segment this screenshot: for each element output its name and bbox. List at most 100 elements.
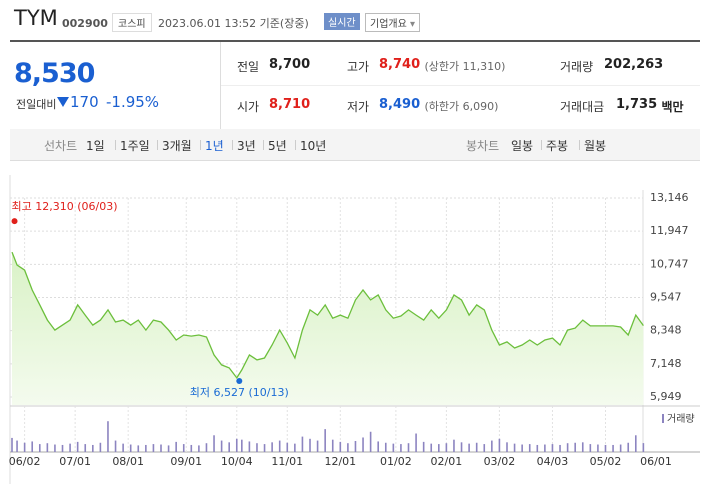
- period-tab[interactable]: 5년: [268, 139, 287, 153]
- volume-bar: [11, 437, 13, 452]
- volume-bar: [597, 444, 599, 452]
- change-label: 전일대비: [16, 98, 57, 111]
- volume-bar: [331, 439, 334, 452]
- stat-value: 1,735: [616, 97, 658, 112]
- volume-legend-swatch: [662, 414, 664, 423]
- volume-bar: [46, 443, 49, 452]
- volume-bar: [16, 440, 18, 452]
- change: 170: [70, 93, 99, 111]
- volume-bar: [324, 429, 326, 452]
- period-tab[interactable]: 1주일: [120, 139, 150, 153]
- volume-bar: [263, 444, 266, 452]
- x-tick-label: 07/01: [59, 455, 91, 468]
- tab-bar: 선차트 1일 1주일 3개월 1년 3년 5년 10년 봉차트 일봉 주봉 월봉: [10, 129, 700, 161]
- x-tick-label: 03/02: [484, 455, 516, 468]
- volume-bar: [76, 441, 79, 452]
- period-tab[interactable]: 10년: [300, 139, 327, 153]
- volume-bar: [506, 442, 508, 452]
- separator: [157, 140, 158, 150]
- candle-tab[interactable]: 월봉: [584, 139, 607, 153]
- x-tick-label: 01/02: [380, 455, 412, 468]
- volume-bar: [167, 445, 170, 452]
- x-tick-label: 10/04: [221, 455, 253, 468]
- volume-bar: [544, 444, 546, 452]
- x-tick-label: 12/01: [324, 455, 356, 468]
- volume-bar: [581, 442, 584, 452]
- volume-bar: [521, 444, 523, 452]
- volume-bar: [491, 440, 493, 452]
- stat-value: 202,263: [604, 57, 664, 72]
- volume-bar: [536, 444, 539, 452]
- period-tab[interactable]: 3년: [237, 139, 256, 153]
- volume-bar: [430, 443, 433, 452]
- volume-bar: [589, 444, 592, 452]
- stock-name: TYM: [14, 6, 58, 30]
- volume-bar: [634, 435, 637, 452]
- period-tab[interactable]: 1일: [86, 139, 105, 153]
- separator: [232, 140, 233, 150]
- volume-bar: [248, 441, 251, 452]
- volume-bar: [528, 444, 531, 452]
- stat-note: (상한가 11,310): [424, 60, 506, 73]
- annotation-label: 최고 12,310 (06/03): [12, 200, 118, 213]
- volume-bar: [468, 443, 470, 452]
- volume-bar: [198, 445, 200, 452]
- stat-label: 시가: [237, 100, 260, 114]
- y-tick-label: 8,348: [650, 324, 682, 337]
- x-tick-label: 09/01: [170, 455, 202, 468]
- stat-label: 고가: [347, 60, 370, 74]
- volume-bar: [190, 444, 193, 452]
- volume-bar: [61, 444, 64, 452]
- volume-bar: [23, 442, 26, 452]
- volume-bar: [38, 444, 41, 452]
- volume-bar: [235, 438, 238, 452]
- candle-tab[interactable]: 일봉: [511, 139, 534, 153]
- volume-bar: [619, 444, 622, 452]
- stock-code: 002900: [62, 17, 108, 30]
- volume-bar: [316, 440, 319, 452]
- volume-bar: [107, 421, 109, 452]
- annotation-dot: [236, 378, 243, 385]
- volume-bar: [228, 442, 230, 452]
- price-line: [11, 251, 644, 380]
- candle-tab[interactable]: 주봉: [546, 139, 569, 153]
- stat-value: 8,490: [379, 97, 421, 112]
- x-tick-label: 11/01: [271, 455, 303, 468]
- stat-label: 저가: [347, 100, 370, 114]
- volume-bar: [415, 433, 417, 452]
- volume-bar: [377, 441, 379, 452]
- period-tab[interactable]: 3개월: [162, 139, 192, 153]
- x-tick-label: 06/02: [9, 455, 41, 468]
- company-button[interactable]: 기업개요 ▾: [365, 13, 421, 32]
- y-tick-label: 13,146: [650, 191, 689, 204]
- volume-bar: [438, 444, 440, 452]
- volume-bar: [309, 438, 311, 452]
- volume-bar: [182, 444, 185, 452]
- volume-bar: [99, 442, 102, 452]
- volume-legend: 거래량: [667, 413, 695, 425]
- market-badge: 코스피: [112, 13, 152, 32]
- volume-bar: [339, 441, 342, 452]
- volume-bar: [294, 443, 296, 452]
- volume-bar: [241, 439, 243, 452]
- stat-value: 8,700: [269, 57, 311, 72]
- annotation-dot: [11, 218, 18, 225]
- separator: [200, 140, 201, 150]
- current-price: 8,530: [14, 58, 95, 89]
- volume-bar: [145, 444, 147, 452]
- volume-bar: [445, 443, 448, 452]
- realtime-button[interactable]: 실시간: [324, 13, 360, 30]
- volume-bar: [84, 444, 87, 452]
- volume-bar: [129, 444, 132, 452]
- timestamp: 2023.06.01 13:52 기준(장중): [158, 17, 309, 30]
- volume-bar: [559, 444, 561, 452]
- volume-bar: [407, 443, 410, 452]
- tab-label: 선차트: [44, 139, 78, 153]
- volume-bar: [354, 441, 357, 452]
- y-tick-label: 11,947: [650, 224, 689, 237]
- volume-bar: [122, 443, 124, 452]
- divider: [221, 85, 700, 86]
- volume-bar: [627, 442, 630, 452]
- separator: [115, 140, 116, 150]
- period-tab[interactable]: 1년: [205, 139, 224, 153]
